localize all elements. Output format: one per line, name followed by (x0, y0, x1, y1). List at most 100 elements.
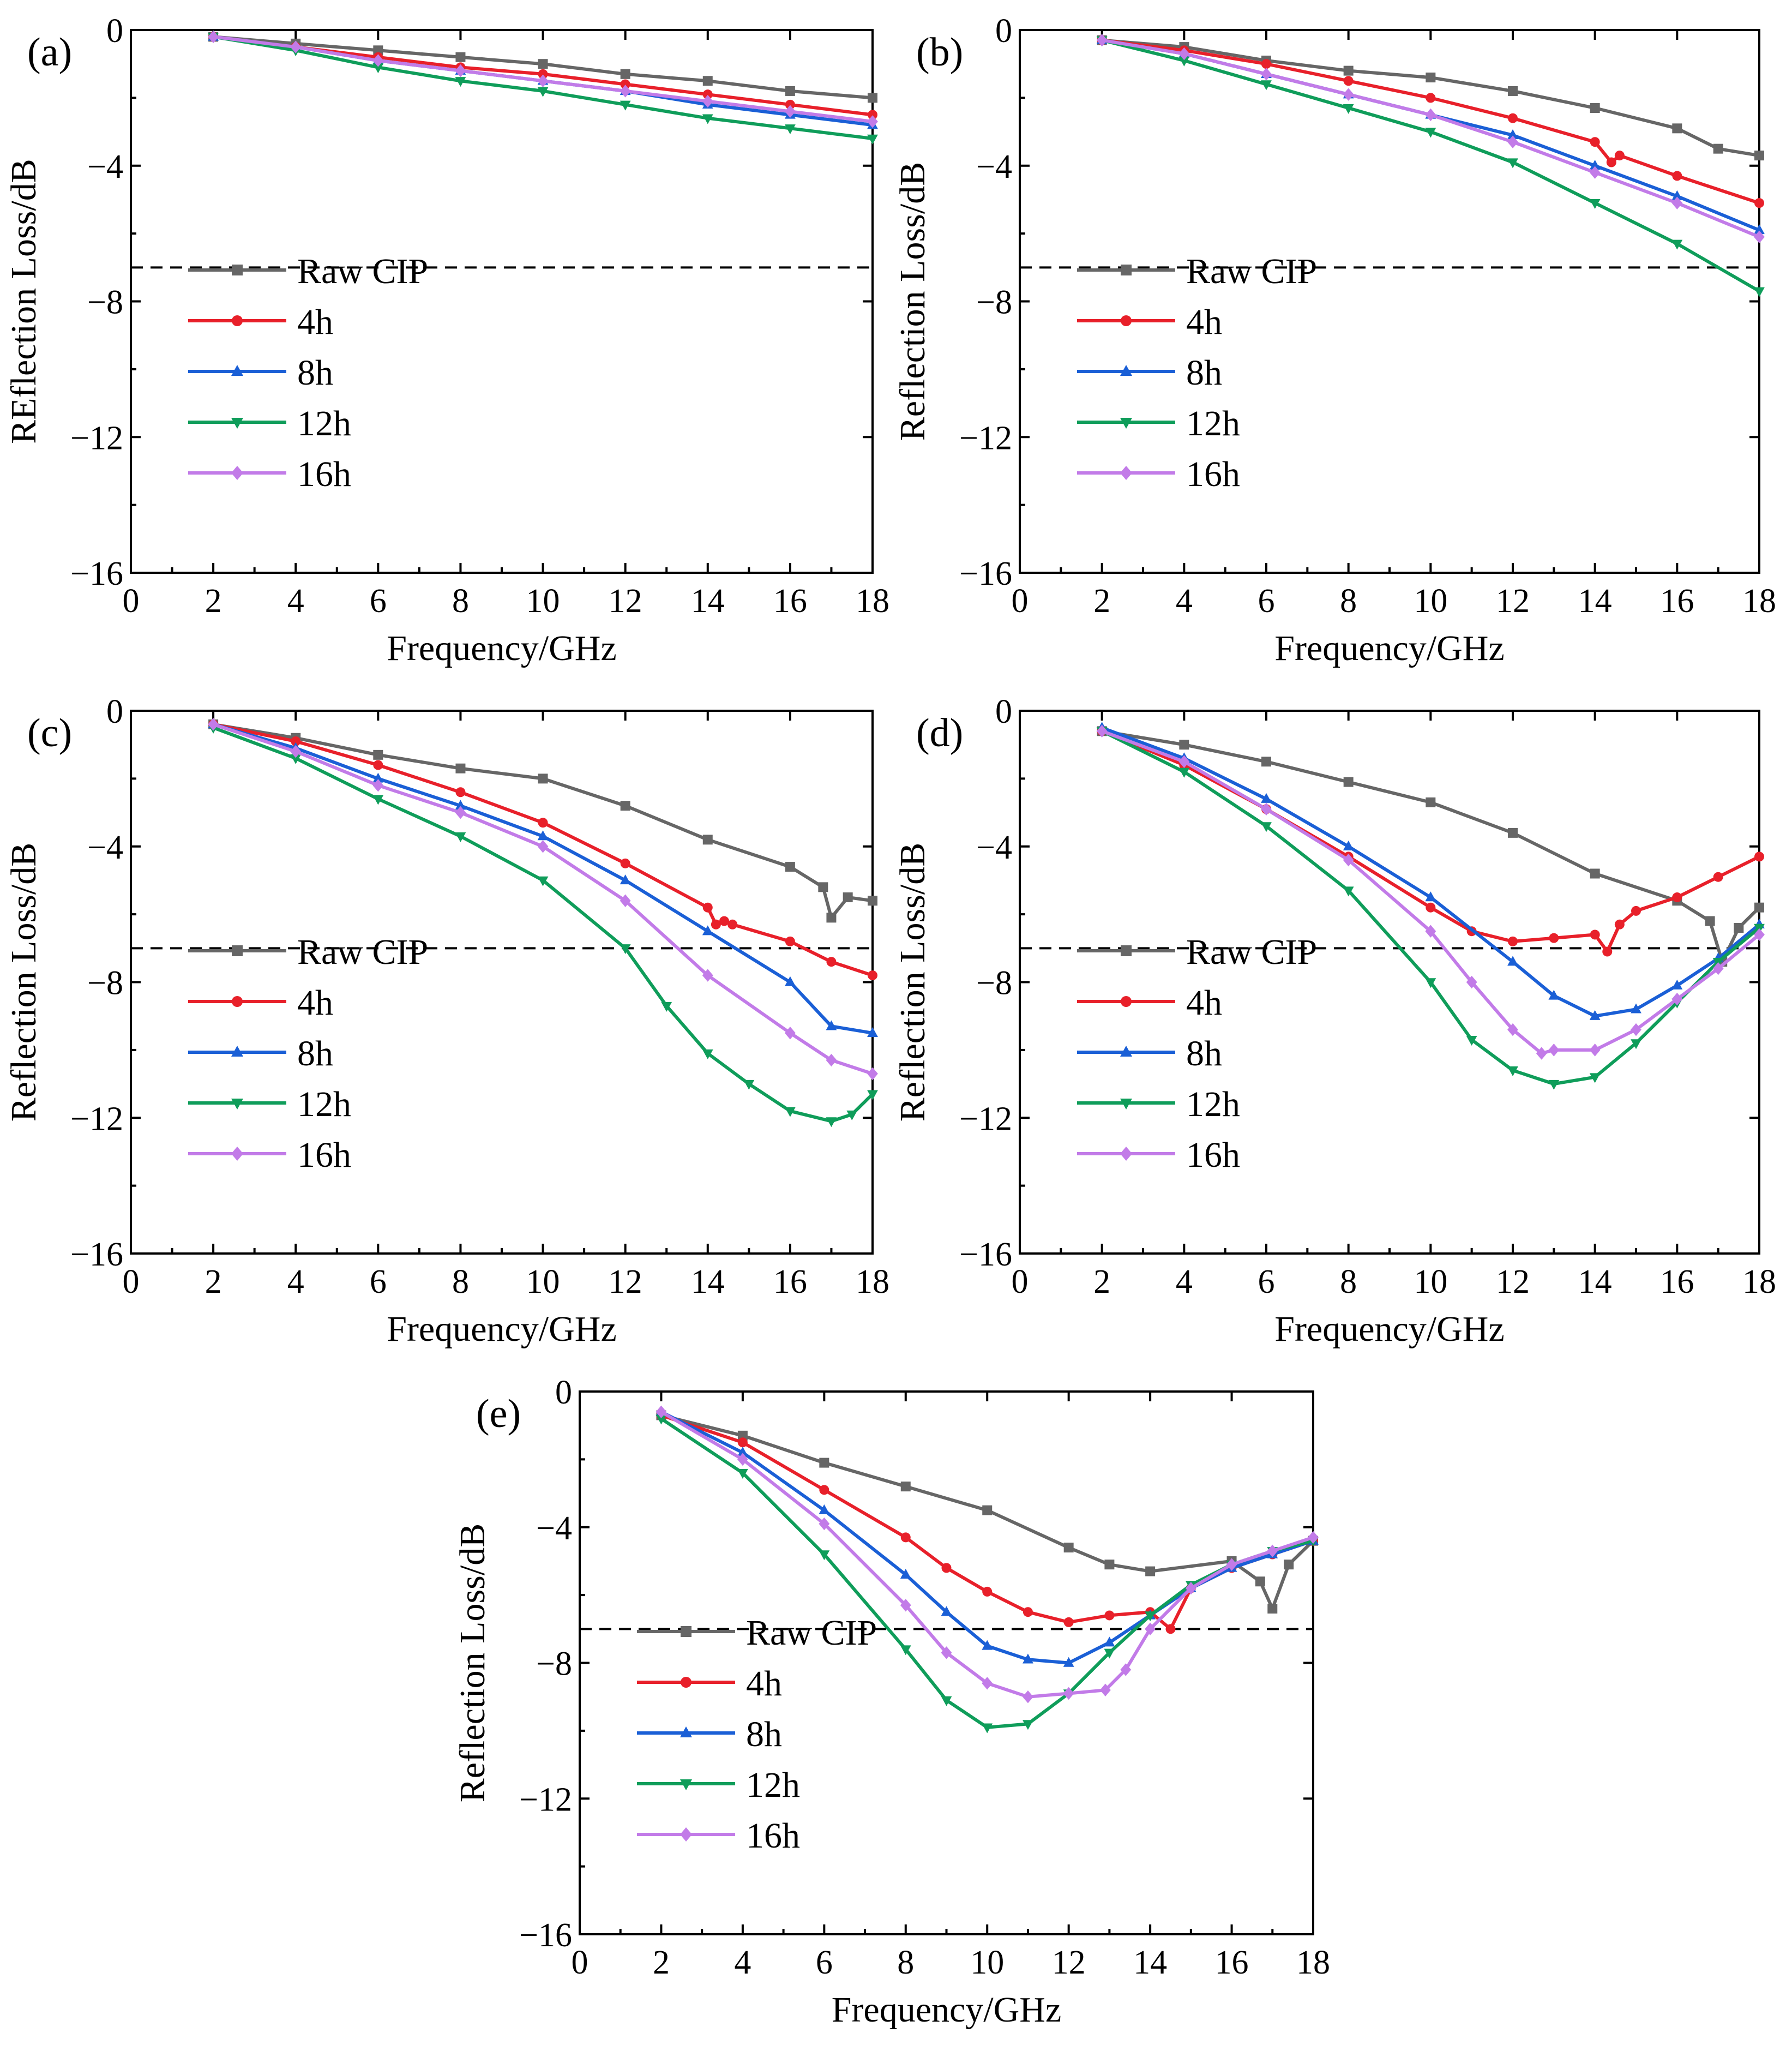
panel-e-legend-marker (680, 1827, 692, 1842)
panel-a-series-12h-point (537, 87, 549, 97)
panel-e-legend-label: Raw CIP (746, 1613, 877, 1653)
panel-c-series-4h-point (868, 970, 877, 981)
panel-c-series-16h-point (372, 779, 384, 792)
panel-e-series-12h-point (900, 1645, 911, 1656)
panel-d-legend-label: 16h (1186, 1135, 1240, 1175)
panel-b-series-raw-cip-point (1713, 143, 1723, 154)
panel-c-legend-label: 8h (297, 1034, 333, 1074)
panel-c-series-12h-point (620, 944, 631, 955)
panel-c-ytick-label: −16 (70, 1236, 123, 1273)
panel-d-series-16h-point (1712, 962, 1724, 975)
panel-b-legend-label: 12h (1186, 404, 1240, 443)
panel-a-ytick-label: 0 (106, 13, 123, 50)
panel-a-series-raw-cip-point (702, 76, 713, 86)
panel-c-series-4h-point (538, 818, 548, 828)
panel-c-series-4h-point (291, 736, 301, 746)
panel-a-series-16h-point (867, 115, 878, 128)
panel-d-series-12h-point (1507, 1066, 1518, 1076)
panel-c-series-16h-line (212, 722, 874, 1076)
panel-b-legend-label: 4h (1186, 302, 1222, 342)
panel-a-xtick-label: 6 (370, 583, 387, 620)
panel-c-series-12h-point (826, 1117, 837, 1128)
panel-e-series-raw-cip-point (737, 1430, 748, 1441)
panel-c-series-raw-cip-point (455, 763, 466, 773)
panel-e-series-16h-point (1145, 1622, 1156, 1636)
panel-b-xtick-label: 4 (1176, 583, 1193, 620)
panel-c-series-8h-point (867, 1027, 878, 1037)
panel-b-legend-marker (1121, 315, 1132, 326)
panel-b-series-12h-point (1178, 56, 1190, 67)
panel-a-ylabel: REflection Loss/dB (4, 159, 44, 443)
panel-d-xtick-label: 8 (1340, 1263, 1357, 1300)
panel-c-series-8h-point (455, 800, 466, 810)
panel-c-xtick-label: 12 (609, 1263, 642, 1300)
panel-a-series-12h-point (372, 63, 384, 74)
panel-b-series-12h-point (1261, 80, 1272, 91)
panel-e-xtick-label: 4 (734, 1944, 751, 1981)
panel-c-label: (c) (27, 711, 72, 755)
panel-c-series-4h-point (620, 858, 630, 868)
panel-e-series-raw-cip-point (1284, 1560, 1294, 1570)
panel-d-series-raw-cip-point (1426, 797, 1436, 807)
panel-d-series-16h-point (1178, 755, 1190, 768)
panel-c-series-12h-point (455, 832, 466, 842)
panel-b-series-4h-point (1672, 171, 1682, 181)
panel-a-series-raw-cip-point (455, 52, 466, 62)
panel-c-ytick-label: −12 (70, 1100, 123, 1137)
panel-c-legend: Raw CIP 4h 8h 12h 16h (188, 932, 428, 1175)
panel-c-xtick-label: 16 (773, 1263, 807, 1300)
panel-c-legend-marker (232, 945, 243, 956)
panel-c-xlabel: Frequency/GHz (387, 1309, 617, 1349)
panel-a-series-16h-point (620, 85, 631, 98)
panel-e-series-8h-point (737, 1447, 748, 1457)
panel-c-legend-label: 16h (297, 1135, 351, 1175)
panel-c-series-raw-cip (208, 719, 877, 923)
panel-e-series-4h-point (1104, 1610, 1115, 1621)
panel-a-series-4h-point (538, 69, 548, 79)
panel-a-series-raw-cip-point (620, 69, 630, 79)
panel-a-xtick-label: 8 (452, 583, 469, 620)
panel-d-series-12h-point (1261, 822, 1272, 832)
panel-b-series-4h-point (1343, 76, 1354, 86)
panel-b-legend-label: 16h (1186, 454, 1240, 494)
panel-a-legend-label: 8h (297, 353, 333, 393)
panel-d-xtick-label: 18 (1742, 1263, 1776, 1300)
panel-d-legend-marker (1120, 1046, 1132, 1057)
panel-e-series-4h-point (819, 1485, 829, 1495)
panel-d-series-16h-point (1507, 1023, 1518, 1036)
panel-b-series-4h-point (1261, 59, 1271, 69)
panel-d-legend-marker (1121, 945, 1132, 956)
panel-a-series-4h-point (785, 99, 795, 110)
panel-a-legend: Raw CIP 4h 8h 12h 16h (188, 251, 428, 494)
panel-c-legend-label: 4h (297, 983, 333, 1023)
panel-d-xtick-label: 12 (1496, 1263, 1530, 1300)
panel-a-series-16h-point (372, 54, 384, 67)
panel-b-series-4h-point (1754, 198, 1764, 208)
panel-d-series-16h-point (1536, 1047, 1547, 1060)
panel-e-series-8h-point (900, 1569, 911, 1579)
panel-b-series-16h-point (1671, 196, 1683, 209)
panel-c: 0 2 4 6 8 10 12 14 16 18 0 −4 −8 −12 −16 Frequency/GHz R… (4, 693, 889, 1349)
panel-b-series-raw-cip-point (1754, 151, 1764, 161)
panel-c-xtick-label: 10 (526, 1263, 560, 1300)
panel-d-series-raw-cip-point (1179, 740, 1189, 750)
panel-c-legend-marker (232, 996, 243, 1007)
panel-d-legend-label: 8h (1186, 1034, 1222, 1074)
panel-e-series-16h-point (900, 1599, 911, 1612)
panel-e-xlabel: Frequency/GHz (832, 1990, 1062, 2030)
panel-b-series-16h-point (1343, 88, 1354, 101)
panel-b-series-8h-point (1754, 224, 1765, 235)
panel-b-legend-label: Raw CIP (1186, 251, 1317, 291)
panel-d-series-4h-point (1713, 872, 1723, 882)
panel-e-legend-label: 12h (746, 1765, 800, 1805)
panel-b-series-8h-point (1507, 129, 1518, 139)
panel-e-series-raw-cip-point (982, 1505, 993, 1515)
panel-d-xtick-label: 6 (1258, 1263, 1275, 1300)
panel-c-series-4h-point (785, 936, 795, 946)
panel-e-series-12h-point (1145, 1611, 1156, 1622)
panel-c-series-4h-point (455, 787, 466, 797)
panel-e: 0 2 4 6 8 10 12 14 16 18 0 −4 −8 −12 −16 Frequency/GHz R… (453, 1374, 1330, 2030)
panel-a-legend-label: 16h (297, 454, 351, 494)
panel-b-xtick-label: 8 (1340, 583, 1357, 620)
panel-a-series-raw-cip-point (785, 86, 795, 96)
